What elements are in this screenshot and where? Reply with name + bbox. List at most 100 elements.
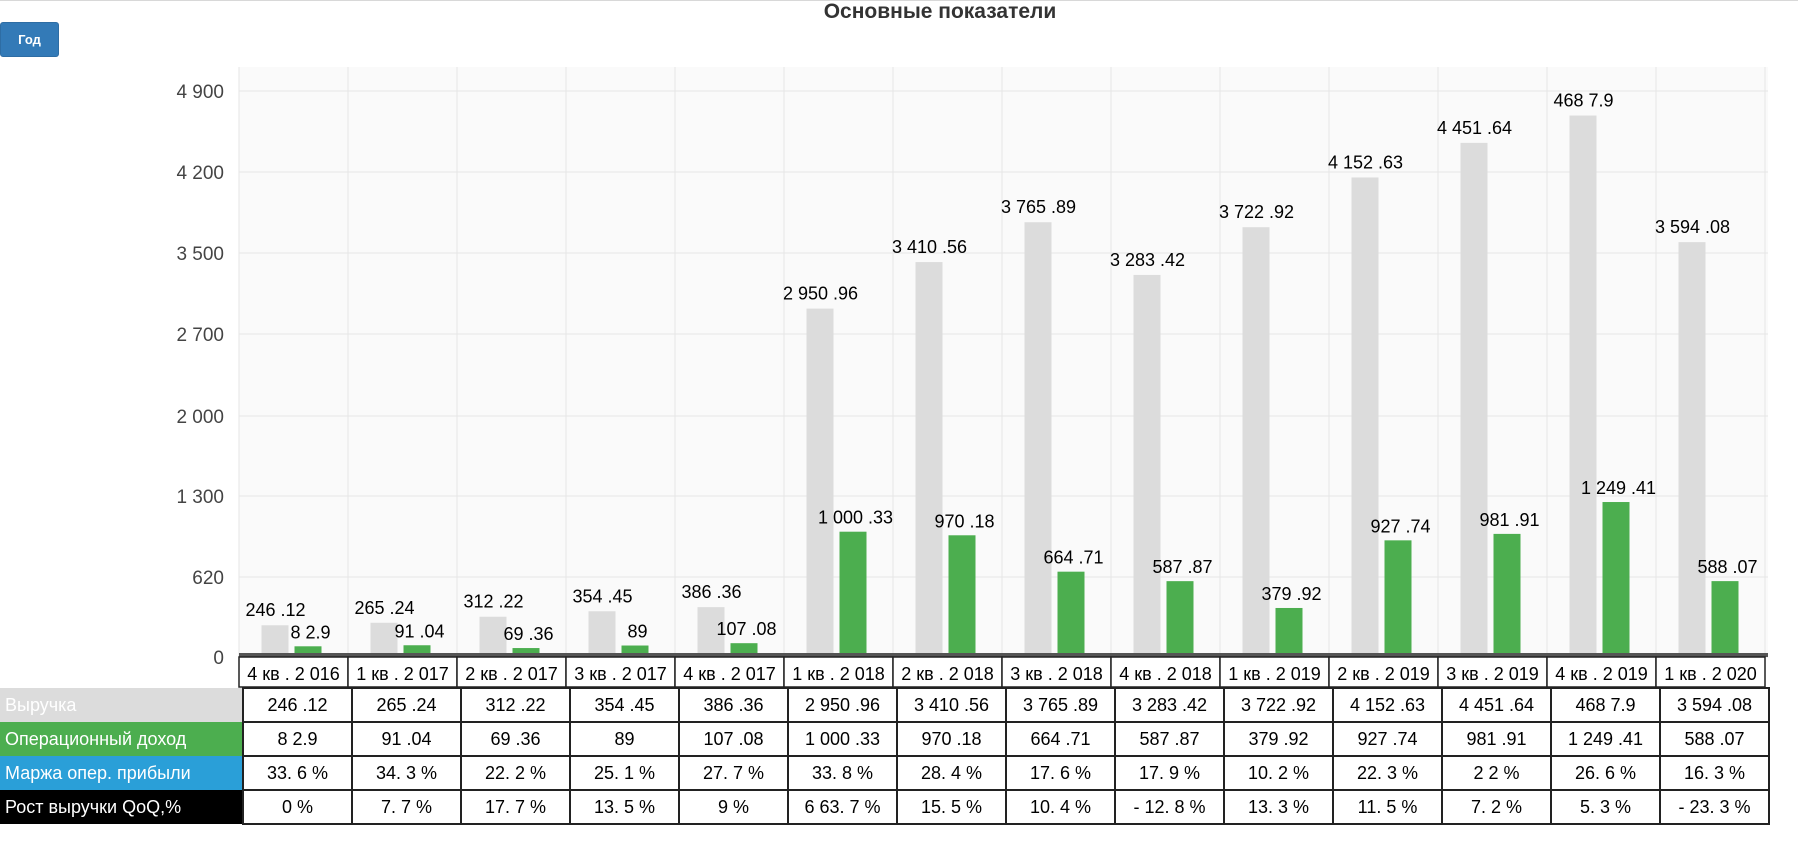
- row-header: Рост выручки QoQ,%: [0, 790, 243, 824]
- category-label: 1 кв . 2 019: [1228, 664, 1321, 684]
- operating-income-bar: [948, 535, 976, 657]
- category-label: 4 кв . 2 018: [1119, 664, 1212, 684]
- table-cell: 5. 3 %: [1550, 789, 1661, 825]
- category-label-box: [238, 656, 349, 688]
- category-label-box: [456, 656, 567, 688]
- category-label: 1 кв . 2 018: [792, 664, 885, 684]
- revenue-bar: [588, 611, 616, 657]
- table-cell: 379 .92: [1223, 721, 1334, 757]
- revenue-data-label: 265 .24: [354, 598, 414, 618]
- x-axis-line: [239, 653, 1768, 657]
- operating-income-row: Операционный доход 8 2.9 91 .04 69 .36 89 107…: [0, 721, 1770, 757]
- table-cell: 386 .36: [678, 687, 789, 723]
- category-label-box: [347, 656, 458, 688]
- growth-row: Рост выручки QoQ,% 0 % 7. 7 % 17. 7 % 13. 5 …: [0, 789, 1770, 825]
- table-cell: 89: [569, 721, 680, 757]
- category-label: 2 кв . 2 017: [465, 664, 558, 684]
- table-cell: 8 2.9: [242, 721, 353, 757]
- table-cell: 664 .71: [1005, 721, 1116, 757]
- operating-income-bar: [1602, 502, 1630, 657]
- table-cell: 17. 7 %: [460, 789, 571, 825]
- operating-income-data-label: 927 .74: [1370, 516, 1430, 536]
- table-cell: 91 .04: [351, 721, 462, 757]
- row-header: Выручка: [0, 688, 243, 722]
- table-cell: 69 .36: [460, 721, 571, 757]
- revenue-data-label: 312 .22: [463, 592, 523, 612]
- y-tick-label: 4 900: [176, 82, 224, 103]
- table-cell: 3 765 .89: [1005, 687, 1116, 723]
- top-divider: [0, 0, 1798, 1]
- revenue-data-label: 3 594 .08: [1655, 217, 1730, 237]
- table-cell: 7. 7 %: [351, 789, 462, 825]
- table-cell: 3 283 .42: [1114, 687, 1225, 723]
- table-cell: 26. 6 %: [1550, 755, 1661, 791]
- revenue-bar: [1133, 274, 1161, 657]
- category-label: 3 кв . 2 019: [1446, 664, 1539, 684]
- table-cell: 6 63. 7 %: [787, 789, 898, 825]
- revenue-data-label: 468 7.9: [1553, 91, 1613, 111]
- operating-income-data-label: 107 .08: [716, 619, 776, 639]
- revenue-data-label: 4 451 .64: [1437, 118, 1512, 138]
- operating-income-data-label: 981 .91: [1479, 510, 1539, 530]
- y-tick-label: 1 300: [176, 487, 224, 508]
- operating-income-bar: [1384, 540, 1412, 657]
- table-cell: 970 .18: [896, 721, 1007, 757]
- category-label: 3 кв . 2 018: [1010, 664, 1103, 684]
- plot-area: [239, 67, 1768, 657]
- category-label-box: [1110, 656, 1221, 688]
- table-cell: 3 410 .56: [896, 687, 1007, 723]
- operating-income-bar: [403, 645, 431, 657]
- chart: 0 620 1 300 2 000 2 700 3 500 4 200 4 900 246 .1…: [176, 67, 1768, 688]
- table-cell: 587 .87: [1114, 721, 1225, 757]
- table-cell: 354 .45: [569, 687, 680, 723]
- category-label: 2 кв . 2 018: [901, 664, 994, 684]
- category-label: 4 кв . 2 019: [1555, 664, 1648, 684]
- revenue-data-label: 386 .36: [681, 582, 741, 602]
- data-table: Выручка 246 .12 265 .24 312 .22 354 .45 386 .…: [0, 687, 1770, 825]
- operating-income-data-label: 379 .92: [1261, 584, 1321, 604]
- table-cell: 107 .08: [678, 721, 789, 757]
- table-cell: 2 950 .96: [787, 687, 898, 723]
- category-label-box: [1001, 656, 1112, 688]
- table-cell: 265 .24: [351, 687, 462, 723]
- revenue-data-label: 354 .45: [572, 586, 632, 606]
- year-button[interactable]: Год: [0, 22, 59, 57]
- table-cell: 927 .74: [1332, 721, 1443, 757]
- operating-income-bar: [1166, 581, 1194, 657]
- operating-income-data-label: 89: [627, 622, 647, 642]
- table-cell: 11. 5 %: [1332, 789, 1443, 825]
- y-tick-label: 2 700: [176, 325, 224, 346]
- operating-income-bar: [1057, 571, 1085, 657]
- operating-income-data-label: 1 000 .33: [818, 508, 893, 528]
- table-cell: 3 722 .92: [1223, 687, 1334, 723]
- y-tick-label: 0: [213, 648, 224, 669]
- y-tick-label: 2 000: [176, 407, 224, 428]
- table-cell: 27. 7 %: [678, 755, 789, 791]
- y-tick-label: 3 500: [176, 244, 224, 265]
- table-cell: 15. 5 %: [896, 789, 1007, 825]
- operating-income-bar: [1275, 607, 1303, 657]
- revenue-data-label: 246 .12: [245, 600, 305, 620]
- table-cell: 13. 5 %: [569, 789, 680, 825]
- chart-title: Основные показатели: [823, 0, 1057, 23]
- revenue-bar: [1024, 222, 1052, 657]
- category-label-box: [1437, 656, 1548, 688]
- y-tick-label: 4 200: [176, 163, 224, 184]
- table-cell: 16. 3 %: [1659, 755, 1770, 791]
- revenue-bar: [370, 622, 398, 657]
- revenue-bar: [479, 616, 507, 657]
- table-cell: 981 .91: [1441, 721, 1552, 757]
- table-cell: 28. 4 %: [896, 755, 1007, 791]
- revenue-data-label: 2 950 .96: [783, 284, 858, 304]
- table-cell: 1 249 .41: [1550, 721, 1661, 757]
- category-label: 1 кв . 2 020: [1664, 664, 1757, 684]
- category-label: 1 кв . 2 017: [356, 664, 449, 684]
- category-label-box: [565, 656, 676, 688]
- category-label: 3 кв . 2 017: [574, 664, 667, 684]
- operating-income-data-label: 91 .04: [394, 621, 444, 641]
- table-cell: 33. 8 %: [787, 755, 898, 791]
- table-cell: 22. 3 %: [1332, 755, 1443, 791]
- table-cell: 3 594 .08: [1659, 687, 1770, 723]
- revenue-data-label: 3 410 .56: [892, 237, 967, 257]
- operating-income-data-label: 69 .36: [503, 624, 553, 644]
